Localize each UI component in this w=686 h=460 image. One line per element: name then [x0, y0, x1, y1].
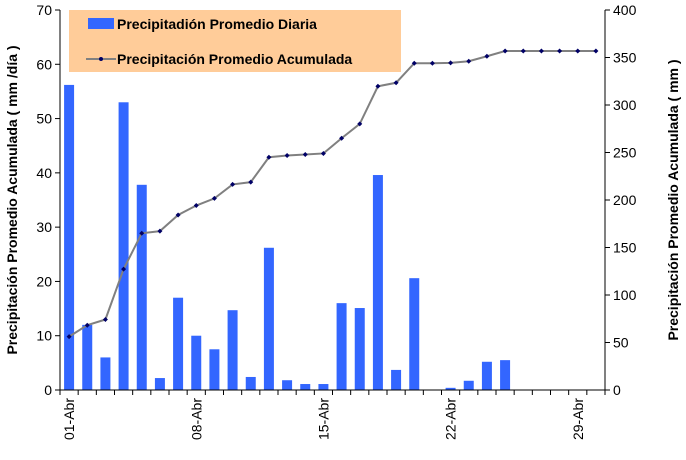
bar [100, 357, 111, 390]
line-point [575, 48, 581, 54]
bar [318, 384, 329, 390]
line-group [66, 48, 599, 340]
y-tick-label: 30 [36, 219, 52, 235]
y2-tick-label: 350 [613, 50, 637, 66]
legend-label-cumulative: Precipitación Promedio Acumulada [117, 51, 352, 67]
y-tick-label: 0 [44, 382, 52, 398]
line-point [302, 151, 308, 157]
bar [500, 360, 511, 390]
line-point [339, 135, 345, 141]
line-point [593, 48, 599, 54]
y-tick-label: 20 [36, 273, 52, 289]
legend-label-daily: Precipitadión Promedio Diaria [117, 16, 317, 32]
line-point [102, 317, 108, 323]
bars-group [64, 84, 511, 391]
bar [282, 380, 293, 390]
bar [445, 387, 456, 390]
y-tick-label: 10 [36, 328, 52, 344]
bar [372, 175, 383, 390]
line-point [66, 334, 72, 340]
line-point [211, 195, 217, 201]
bar [463, 380, 474, 390]
line-point [84, 322, 90, 328]
y2-axis-title: Precipitación Promedio Acumulada ( mm ) [665, 59, 681, 340]
line-point [193, 203, 199, 209]
y2-tick-label: 250 [613, 145, 637, 161]
bar [245, 376, 256, 390]
x-tick-label: 08-Abr [188, 398, 204, 440]
legend: Precipitadión Promedio Diaria Precipitac… [69, 10, 401, 72]
line-point [448, 60, 454, 66]
line-point [139, 230, 145, 236]
line-point [466, 58, 472, 64]
y2-tick-label: 300 [613, 97, 637, 113]
y2-tick-label: 400 [613, 2, 637, 18]
y-tick-label: 70 [36, 2, 52, 18]
y-tick-label: 50 [36, 111, 52, 127]
line-point [230, 181, 236, 187]
y2-tick-label: 150 [613, 240, 637, 256]
line-point [502, 48, 508, 54]
x-tick-label: 01-Abr [61, 398, 77, 440]
x-tick-label: 15-Abr [315, 398, 331, 440]
line-point [121, 266, 127, 272]
line-point [411, 60, 417, 66]
x-tick-label: 22-Abr [443, 398, 459, 440]
bar [481, 361, 492, 390]
line-point [157, 228, 163, 234]
line-point [557, 48, 563, 54]
y2-tick-label: 50 [613, 335, 629, 351]
line-point [520, 48, 526, 54]
legend-box [69, 10, 401, 72]
line-point [284, 153, 290, 159]
axes-group: 0 10 20 30 40 50 60 70 0 50 100 150 200 250 300 350 400 0… [36, 2, 636, 440]
bar [391, 369, 402, 390]
bar [173, 297, 184, 390]
bar [336, 303, 347, 390]
line-point [320, 150, 326, 156]
line-point [375, 83, 381, 89]
legend-line-marker [99, 57, 103, 61]
bar [227, 310, 238, 390]
line-point [393, 80, 399, 86]
bar [154, 378, 165, 390]
line-point [429, 60, 435, 66]
y-axis-title: Precipitación Promedio Acumulada ( mm /d… [4, 45, 20, 354]
y2-tick-label: 100 [613, 287, 637, 303]
bar [300, 384, 311, 390]
bar [209, 349, 220, 390]
bar [64, 84, 75, 391]
y-tick-label: 60 [36, 56, 52, 72]
bar [118, 102, 129, 391]
y2-tick-label: 0 [613, 382, 621, 398]
y2-tick-label: 200 [613, 192, 637, 208]
legend-bar-swatch [88, 18, 114, 29]
bar [263, 247, 274, 390]
bar [354, 308, 365, 390]
y-tick-label: 40 [36, 165, 52, 181]
bar [409, 278, 420, 390]
x-tick-label: 29-Abr [570, 398, 586, 440]
line-point [266, 154, 272, 160]
line-point [175, 212, 181, 218]
bar [191, 335, 202, 390]
line-point [248, 179, 254, 185]
line-point [538, 48, 544, 54]
line-point [484, 53, 490, 59]
cumulative-line [68, 50, 596, 338]
bar [136, 184, 147, 390]
line-point [357, 121, 363, 127]
bar [82, 324, 93, 390]
